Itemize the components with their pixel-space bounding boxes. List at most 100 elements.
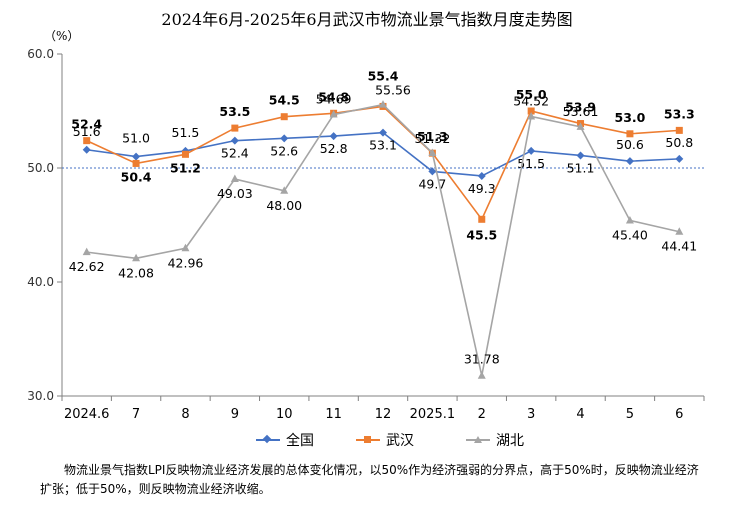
x-tick-label: 11 — [325, 407, 342, 422]
x-tick-label: 2025.1 — [410, 407, 456, 422]
y-axis-unit: （%） — [44, 29, 80, 43]
data-label: 53.9 — [565, 100, 596, 115]
data-label: 54.69 — [316, 92, 352, 107]
legend-item-hubei: 湖北 — [466, 430, 524, 450]
x-tick-label: 3 — [527, 407, 535, 422]
point-wuhan — [675, 126, 683, 134]
point-hubei — [132, 253, 141, 262]
data-label: 51.5 — [172, 125, 200, 140]
point-hubei — [230, 174, 239, 183]
point-hubei — [280, 186, 289, 194]
x-tick-label: 12 — [375, 407, 392, 422]
data-label: 51.0 — [122, 131, 150, 146]
point-hubei — [379, 100, 387, 108]
point-national — [82, 145, 91, 154]
data-label: 50.4 — [121, 169, 152, 184]
data-label: 44.41 — [661, 239, 697, 254]
data-label: 51.3 — [417, 129, 448, 144]
legend-item-national: 全国 — [256, 430, 314, 450]
point-hubei — [625, 215, 634, 224]
point-wuhan — [280, 113, 288, 121]
data-label: 51.5 — [517, 156, 545, 171]
point-national — [280, 134, 289, 143]
x-tick-label: 4 — [576, 407, 584, 422]
legend-label-hubei: 湖北 — [496, 433, 524, 449]
data-label: 53.1 — [369, 138, 397, 153]
data-label: 49.7 — [418, 176, 446, 191]
data-label: 42.96 — [168, 255, 204, 270]
x-tick-label: 2024.6 — [64, 407, 110, 422]
data-label: 51.6 — [73, 124, 101, 139]
data-label: 53.0 — [615, 110, 646, 125]
point-national — [527, 146, 536, 155]
data-label: 54.52 — [513, 93, 549, 108]
x-tick-label: 5 — [626, 407, 634, 422]
point-wuhan — [478, 215, 486, 223]
point-national — [329, 132, 338, 141]
legend-swatch-hubei — [466, 436, 490, 443]
data-label: 55.56 — [375, 83, 411, 98]
y-tick-label: 60.0 — [27, 47, 54, 61]
data-label: 54.5 — [269, 93, 300, 108]
y-tick-label: 50.0 — [27, 161, 54, 175]
data-label: 54.8 — [318, 89, 349, 104]
data-label: 53.5 — [219, 104, 250, 119]
point-wuhan — [626, 130, 634, 138]
data-label: 51.32 — [414, 131, 450, 146]
x-tick-label: 6 — [675, 407, 683, 422]
y-tick-label: 30.0 — [27, 389, 54, 403]
chart-title: 2024年6月-2025年6月武汉市物流业景气指数月度走势图 — [161, 10, 573, 29]
data-label: 42.08 — [118, 265, 154, 280]
data-label: 42.62 — [69, 259, 105, 274]
data-label: 50.8 — [665, 135, 693, 150]
data-label: 51.2 — [170, 160, 201, 175]
line-chart: 30.0 40.0 50.0 60.0 2024.6 7 8 9 10 11 12 2025.1 2 3 4… — [27, 47, 705, 422]
point-national — [230, 136, 239, 145]
point-hubei — [527, 111, 536, 120]
chart-legend: 全国 武汉 湖北 — [0, 430, 734, 450]
data-label: 55.4 — [368, 68, 399, 83]
point-national — [477, 171, 486, 180]
data-label: 53.3 — [664, 106, 695, 121]
data-label: 50.6 — [616, 137, 644, 152]
data-label: 49.03 — [217, 186, 253, 201]
legend-item-wuhan: 武汉 — [356, 430, 414, 450]
data-label: 45.40 — [612, 227, 648, 242]
point-national — [379, 128, 387, 137]
chart-footnote: 物流业景气指数LPI反映物流业经济发展的总体变化情况，以50%作为经济强弱的分界… — [40, 463, 699, 496]
point-national — [576, 151, 585, 160]
legend-label-wuhan: 武汉 — [386, 433, 414, 449]
point-hubei — [675, 227, 684, 235]
point-national — [428, 167, 437, 176]
data-label: 52.4 — [71, 117, 102, 132]
data-label: 51.1 — [567, 160, 595, 175]
point-wuhan — [132, 159, 140, 167]
point-wuhan — [231, 124, 239, 132]
legend-swatch-wuhan — [356, 436, 380, 443]
data-label: 48.00 — [266, 198, 302, 213]
point-national — [625, 157, 634, 166]
x-tick-label: 10 — [276, 407, 293, 422]
data-label: 52.6 — [270, 143, 298, 158]
data-label: 53.61 — [563, 104, 599, 119]
point-hubei — [576, 122, 585, 130]
point-wuhan — [527, 107, 535, 115]
x-tick-label: 2 — [478, 407, 486, 422]
point-national — [132, 152, 141, 161]
data-label: 31.78 — [464, 352, 500, 367]
x-tick-label: 8 — [181, 407, 189, 422]
data-label: 52.8 — [320, 141, 348, 156]
data-label: 52.4 — [221, 146, 249, 161]
point-national — [675, 154, 684, 163]
x-tick-label: 7 — [132, 407, 140, 422]
point-hubei — [477, 371, 486, 379]
point-hubei — [428, 148, 437, 156]
data-label: 49.3 — [468, 181, 496, 196]
point-wuhan — [181, 150, 189, 158]
legend-label-national: 全国 — [286, 433, 314, 449]
point-hubei — [329, 110, 338, 118]
point-hubei — [181, 243, 190, 252]
x-tick-label: 9 — [231, 407, 239, 422]
y-tick-label: 40.0 — [27, 275, 54, 289]
data-label: 45.5 — [466, 227, 497, 242]
